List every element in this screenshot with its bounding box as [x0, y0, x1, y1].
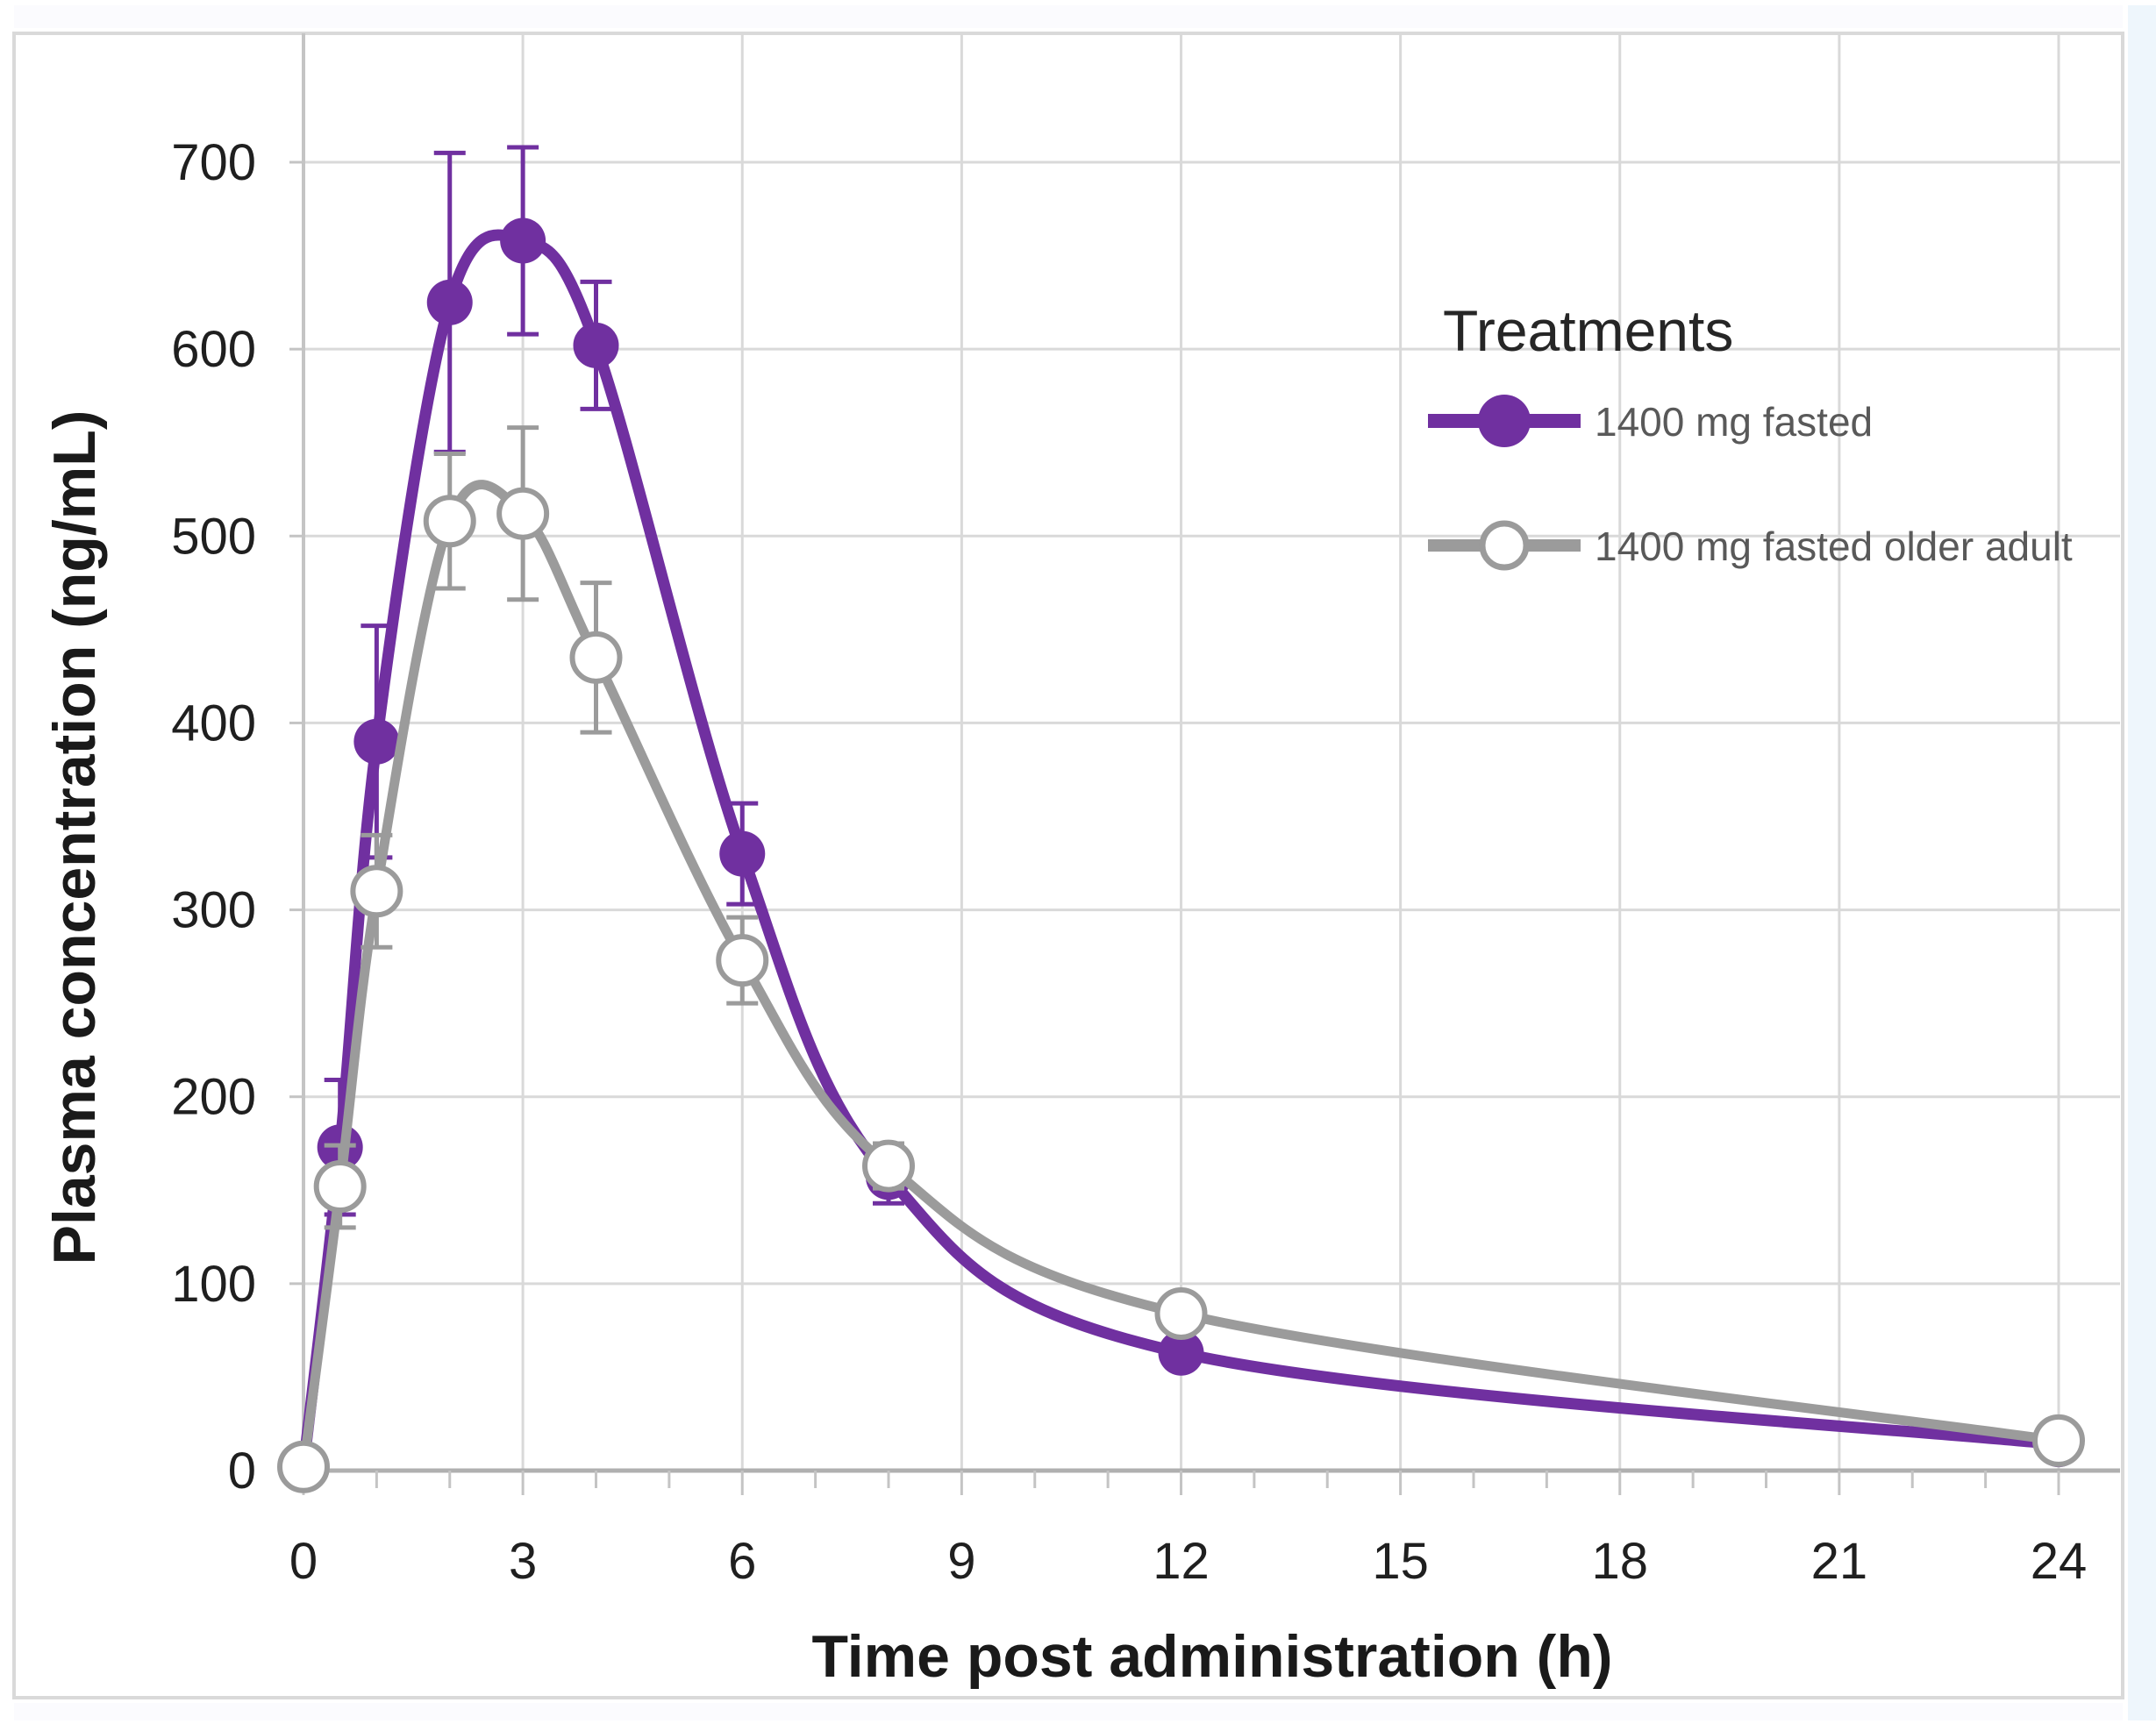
page-strip-bottom [14, 1703, 2123, 1720]
figure-frame [12, 5, 2156, 1720]
x-tick-label: 9 [947, 1533, 975, 1590]
data-point-marker-open [423, 495, 476, 548]
data-point-marker-open [350, 865, 403, 918]
data-point-marker-filled [573, 322, 619, 368]
page-strip-right [2128, 5, 2156, 1720]
data-point-marker-open [313, 1160, 367, 1214]
x-tick-label: 0 [289, 1533, 318, 1590]
legend-label-older-adult: 1400 mg fasted older adult [1595, 524, 2073, 569]
data-point-marker-filled [500, 217, 546, 264]
data-point-marker-open [277, 1440, 330, 1493]
data-point-marker-open [1154, 1286, 1208, 1340]
series-older-adult [277, 425, 2085, 1493]
data-point-marker-open [716, 934, 769, 987]
y-tick-label: 700 [171, 134, 256, 191]
y-axis-title: Plasma concentration (ng/mL) [41, 410, 108, 1265]
page-strip-top [14, 5, 2123, 28]
data-point-marker-filled [353, 718, 400, 765]
x-tick-label: 6 [728, 1533, 756, 1590]
x-tick-label: 15 [1372, 1533, 1429, 1590]
y-tick-label: 600 [171, 321, 256, 378]
legend-marker-filled-circle [1478, 395, 1531, 447]
x-tick-label: 21 [1811, 1533, 1868, 1590]
x-tick-label: 3 [509, 1533, 537, 1590]
y-tick-label: 400 [171, 695, 256, 752]
grid-layer [289, 33, 2120, 1495]
figure-border [12, 32, 2124, 1699]
x-axis-title: Time post administration (h) [811, 1623, 1612, 1690]
legend-item-older-adult: 1400 mg fasted older adult [1428, 520, 2073, 571]
legend-item-fasted: 1400 mg fasted [1428, 395, 1873, 447]
y-tick-label: 200 [171, 1069, 256, 1126]
tick-label-layer: 0 100 200 300 400 500 600 700 0 3 6 9 12 15 18 21 24 [171, 134, 2087, 1590]
data-point-marker-open [496, 487, 550, 540]
legend-label-fasted: 1400 mg fasted [1595, 399, 1873, 445]
data-point-marker-open [862, 1139, 915, 1193]
x-tick-label: 24 [2031, 1533, 2088, 1590]
legend-title: Treatments [1443, 298, 1733, 363]
x-tick-label: 12 [1153, 1533, 1210, 1590]
data-point-marker-open [569, 630, 623, 684]
y-tick-label: 300 [171, 882, 256, 939]
legend-marker-open-circle [1479, 520, 1530, 571]
y-tick-label: 0 [228, 1443, 256, 1500]
data-point-marker-filled [426, 279, 473, 325]
data-point-marker-open [2032, 1414, 2085, 1467]
series-layer [277, 145, 2085, 1493]
data-point-marker-filled [719, 830, 766, 877]
legend: Treatments 1400 mg fasted 1400 mg fasted… [1428, 298, 2073, 571]
x-tick-label: 18 [1591, 1533, 1648, 1590]
data-point-marker-filled [1158, 1329, 1204, 1376]
y-tick-label: 100 [171, 1256, 256, 1313]
y-tick-label: 500 [171, 508, 256, 565]
